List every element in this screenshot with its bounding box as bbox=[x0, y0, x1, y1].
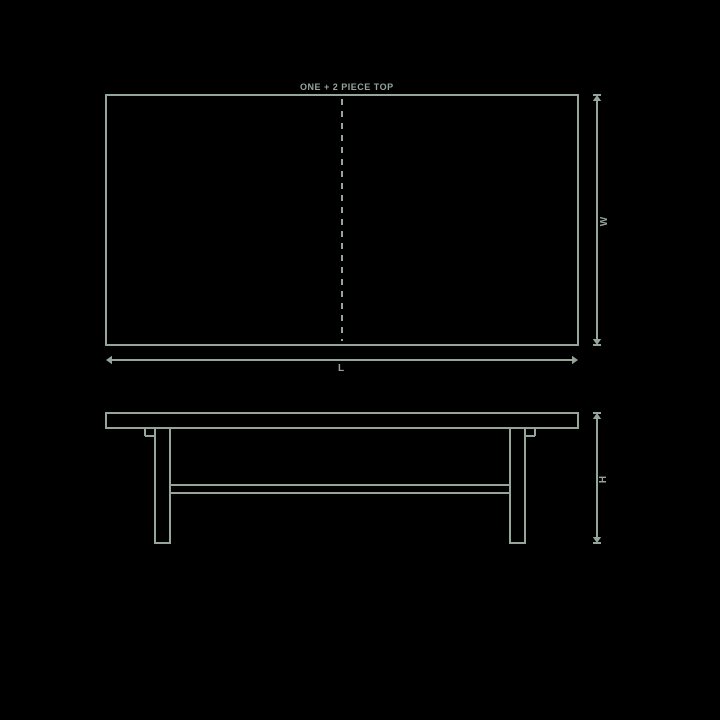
diagram-canvas: ONE + 2 PIECE TOP L W H bbox=[0, 0, 720, 720]
width-label: W bbox=[599, 217, 610, 226]
technical-drawing-svg bbox=[0, 0, 720, 720]
top-note: ONE + 2 PIECE TOP bbox=[300, 82, 394, 92]
length-label: L bbox=[338, 363, 344, 374]
height-label: H bbox=[598, 476, 609, 483]
